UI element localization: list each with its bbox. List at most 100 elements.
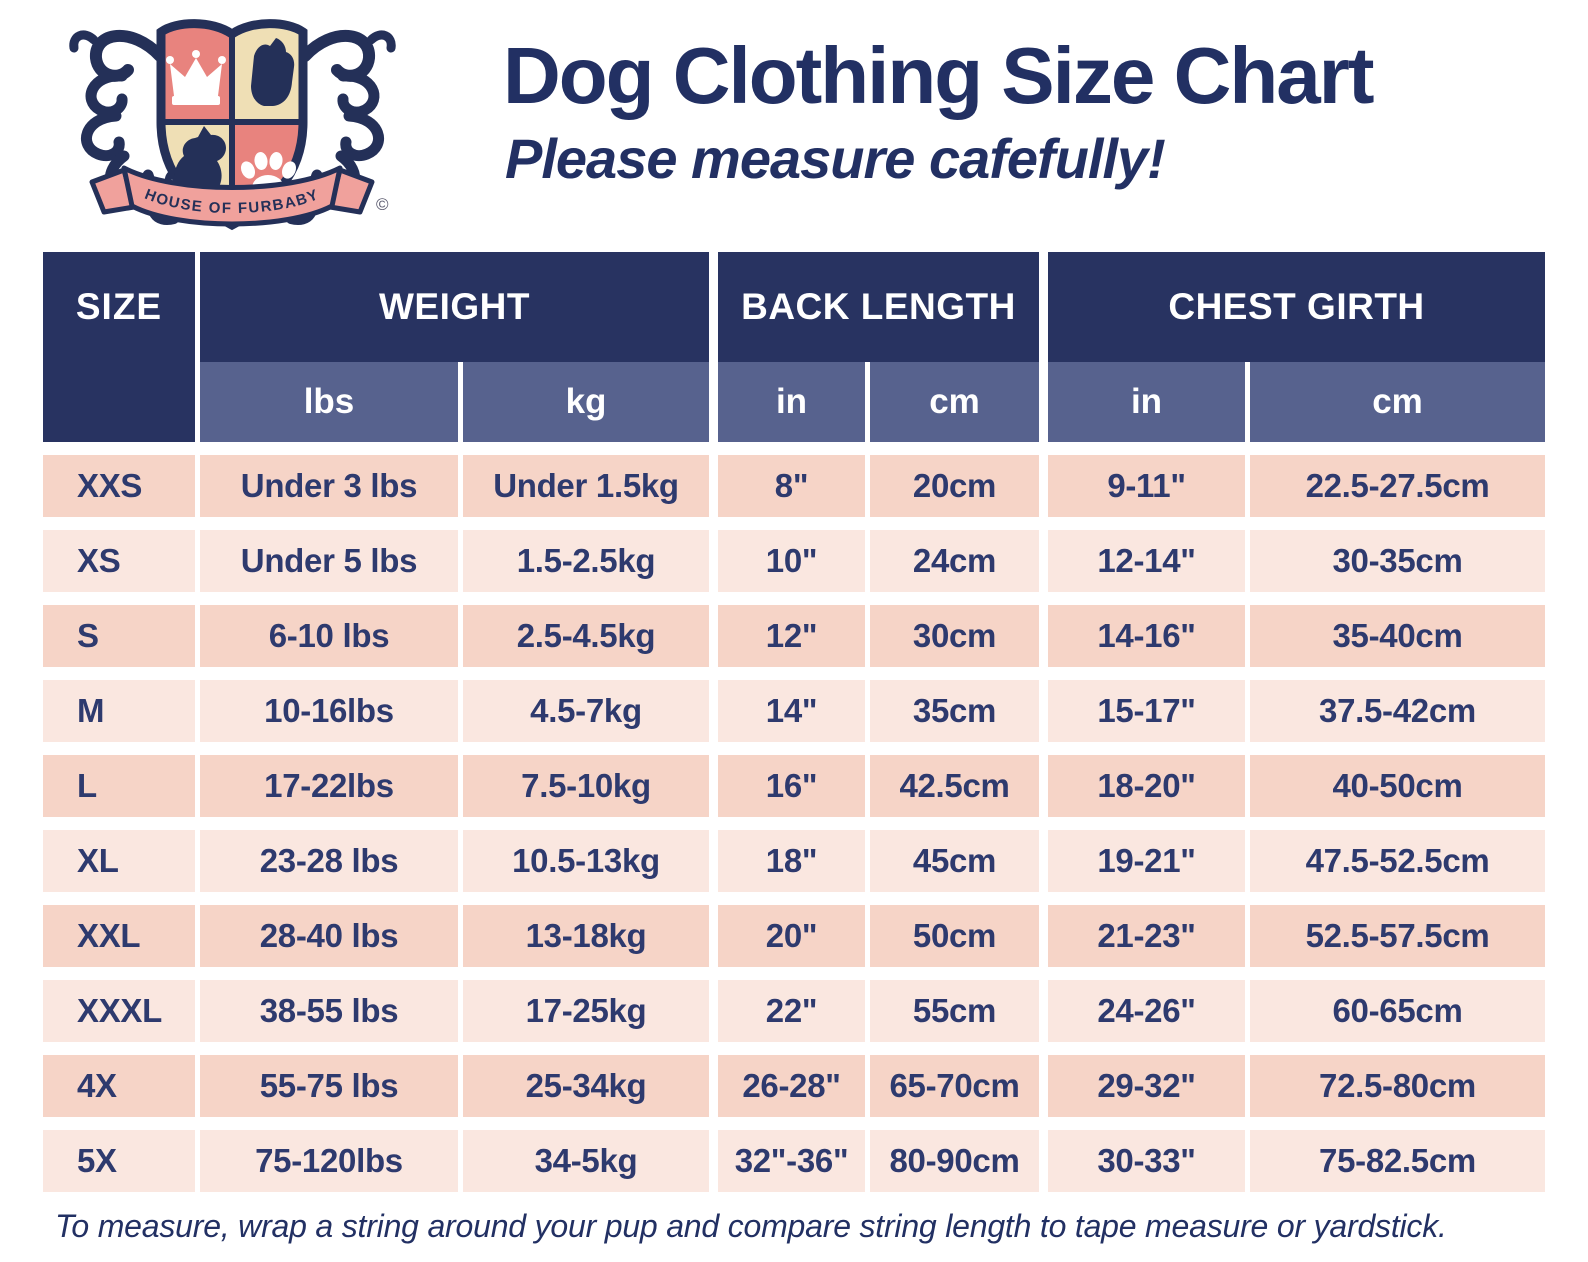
table-row-xxxl: XXXL 38-55 lbs 17-25kg 22" 55cm 24-26" 6… (43, 980, 1545, 1042)
weight-header-label: WEIGHT (200, 252, 709, 362)
chest-cm-cell: 47.5-52.5cm (1250, 830, 1545, 892)
chest-cm-cell: 52.5-57.5cm (1250, 905, 1545, 967)
size-cell: XXXL (43, 980, 200, 1042)
table-row-m: M 10-16lbs 4.5-7kg 14" 35cm 15-17" 37.5-… (43, 680, 1545, 742)
weight-lbs-cell: 55-75 lbs (200, 1055, 463, 1117)
chest-in-cell: 19-21" (1048, 830, 1250, 892)
page-header: HOUSE OF FURBABY © Dog Clothing Size Cha… (0, 0, 1588, 250)
chest-in-cell: 14-16" (1048, 605, 1250, 667)
back-cm-cell: 42.5cm (870, 755, 1048, 817)
subheader-cm: cm (870, 362, 1039, 442)
weight-kg-cell: 4.5-7kg (463, 680, 718, 742)
ribbon-banner: HOUSE OF FURBABY (89, 165, 375, 227)
column-group-weight: WEIGHT lbs kg (200, 252, 718, 442)
chest-cm-cell: 40-50cm (1250, 755, 1545, 817)
chest-cm-cell: 22.5-27.5cm (1250, 455, 1545, 517)
crown-icon (166, 50, 226, 105)
back-cm-cell: 20cm (870, 455, 1048, 517)
weight-kg-cell: 7.5-10kg (463, 755, 718, 817)
table-row-xxs: XXS Under 3 lbs Under 1.5kg 8" 20cm 9-11… (43, 455, 1545, 517)
chest-cm-cell: 37.5-42cm (1250, 680, 1545, 742)
subheader-in: in (1048, 362, 1250, 442)
column-group-chest-girth: CHEST GIRTH in cm (1048, 252, 1545, 442)
table-row-s: S 6-10 lbs 2.5-4.5kg 12" 30cm 14-16" 35-… (43, 605, 1545, 667)
back-in-cell: 32"-36" (718, 1130, 870, 1192)
table-row-5x: 5X 75-120lbs 34-5kg 32"-36" 80-90cm 30-3… (43, 1130, 1545, 1192)
size-cell: XS (43, 530, 200, 592)
back-in-cell: 20" (718, 905, 870, 967)
back-in-cell: 18" (718, 830, 870, 892)
weight-lbs-cell: Under 3 lbs (200, 455, 463, 517)
subheader-in: in (718, 362, 870, 442)
chest-cm-cell: 72.5-80cm (1250, 1055, 1545, 1117)
size-cell: 5X (43, 1130, 200, 1192)
back-cm-cell: 24cm (870, 530, 1048, 592)
title-block: Dog Clothing Size Chart Please measure c… (503, 31, 1375, 191)
table-row-l: L 17-22lbs 7.5-10kg 16" 42.5cm 18-20" 40… (43, 755, 1545, 817)
size-chart-table: SIZE WEIGHT lbs kg BACK LENGTH in cm CHE… (43, 252, 1545, 1192)
size-cell: L (43, 755, 200, 817)
table-row-4x: 4X 55-75 lbs 25-34kg 26-28" 65-70cm 29-3… (43, 1055, 1545, 1117)
weight-kg-cell: 2.5-4.5kg (463, 605, 718, 667)
chest-in-cell: 29-32" (1048, 1055, 1250, 1117)
weight-lbs-cell: 38-55 lbs (200, 980, 463, 1042)
measure-instructions: To measure, wrap a string around your pu… (55, 1208, 1447, 1244)
chest-girth-subheader: in cm (1048, 362, 1545, 442)
back-cm-cell: 80-90cm (870, 1130, 1048, 1192)
size-cell: S (43, 605, 200, 667)
subheader-cm: cm (1250, 362, 1545, 442)
weight-lbs-cell: 23-28 lbs (200, 830, 463, 892)
back-in-cell: 10" (718, 530, 870, 592)
chest-in-cell: 12-14" (1048, 530, 1250, 592)
column-group-back-length: BACK LENGTH in cm (718, 252, 1048, 442)
weight-kg-cell: 25-34kg (463, 1055, 718, 1117)
size-cell: XXL (43, 905, 200, 967)
back-in-cell: 22" (718, 980, 870, 1042)
chest-cm-cell: 35-40cm (1250, 605, 1545, 667)
table-row-xs: XS Under 5 lbs 1.5-2.5kg 10" 24cm 12-14"… (43, 530, 1545, 592)
size-cell: XL (43, 830, 200, 892)
weight-lbs-cell: 28-40 lbs (200, 905, 463, 967)
weight-kg-cell: 10.5-13kg (463, 830, 718, 892)
back-cm-cell: 50cm (870, 905, 1048, 967)
weight-lbs-cell: 6-10 lbs (200, 605, 463, 667)
chest-in-cell: 24-26" (1048, 980, 1250, 1042)
chest-in-cell: 30-33" (1048, 1130, 1250, 1192)
size-cell: M (43, 680, 200, 742)
back-cm-cell: 65-70cm (870, 1055, 1048, 1117)
subheader-kg: kg (463, 362, 709, 442)
size-cell: 4X (43, 1055, 200, 1117)
copyright-symbol: © (376, 195, 389, 214)
furbaby-crest-logo: HOUSE OF FURBABY © (69, 19, 405, 231)
back-in-cell: 8" (718, 455, 870, 517)
back-length-subheader: in cm (718, 362, 1039, 442)
weight-kg-cell: 13-18kg (463, 905, 718, 967)
weight-lbs-cell: 75-120lbs (200, 1130, 463, 1192)
weight-lbs-cell: Under 5 lbs (200, 530, 463, 592)
page-subtitle: Please measure cafefully! (505, 127, 1166, 190)
page-title: Dog Clothing Size Chart (503, 31, 1375, 120)
chest-girth-header-label: CHEST GIRTH (1048, 252, 1545, 362)
weight-kg-cell: 17-25kg (463, 980, 718, 1042)
back-cm-cell: 30cm (870, 605, 1048, 667)
table-row-xxl: XXL 28-40 lbs 13-18kg 20" 50cm 21-23" 52… (43, 905, 1545, 967)
back-length-header-label: BACK LENGTH (718, 252, 1039, 362)
chest-cm-cell: 30-35cm (1250, 530, 1545, 592)
back-in-cell: 12" (718, 605, 870, 667)
chest-in-cell: 21-23" (1048, 905, 1250, 967)
weight-kg-cell: Under 1.5kg (463, 455, 718, 517)
subheader-lbs: lbs (200, 362, 463, 442)
size-header-label: SIZE (75, 286, 163, 327)
chest-in-cell: 18-20" (1048, 755, 1250, 817)
weight-subheader: lbs kg (200, 362, 709, 442)
back-cm-cell: 55cm (870, 980, 1048, 1042)
back-in-cell: 26-28" (718, 1055, 870, 1117)
weight-kg-cell: 34-5kg (463, 1130, 718, 1192)
back-in-cell: 14" (718, 680, 870, 742)
chest-cm-cell: 60-65cm (1250, 980, 1545, 1042)
logo: HOUSE OF FURBABY © (60, 4, 405, 241)
back-in-cell: 16" (718, 755, 870, 817)
table-header: SIZE WEIGHT lbs kg BACK LENGTH in cm CHE… (43, 252, 1545, 442)
chest-in-cell: 9-11" (1048, 455, 1250, 517)
